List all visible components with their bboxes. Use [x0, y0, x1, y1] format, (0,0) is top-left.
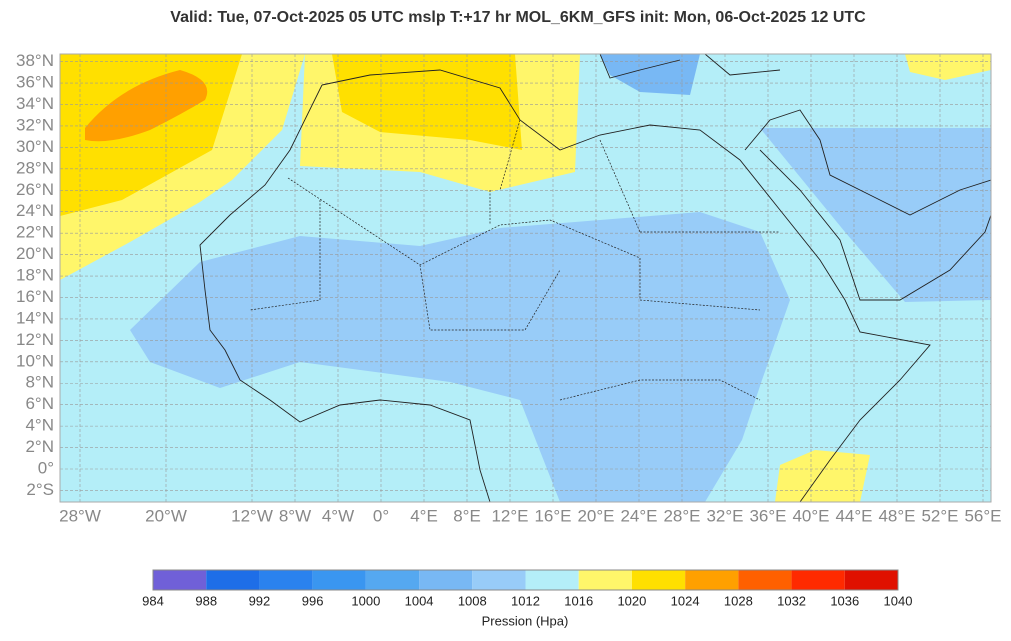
colorbar-bin [844, 570, 898, 590]
colorbar-tick-label: 1008 [458, 593, 487, 608]
lat-tick-label: 24°N [16, 201, 54, 220]
lon-tick-label: 4°E [410, 506, 438, 525]
colorbar-tick-label: 1032 [777, 593, 806, 608]
lat-tick-label: 2°S [26, 480, 54, 499]
colorbar-bin [578, 570, 632, 590]
colorbar-bin [525, 570, 579, 590]
field-1028 [85, 70, 208, 142]
map-frame [59, 53, 992, 503]
lat-tick-label: 18°N [16, 266, 54, 285]
lat-tick-label: 0° [38, 458, 54, 477]
field-1008 [760, 128, 991, 302]
lon-tick-label: 36°E [749, 506, 786, 525]
colorbar-bin [259, 570, 313, 590]
lat-tick-label: 6°N [25, 394, 54, 413]
colorbar-bin [365, 570, 420, 590]
colorbar-tick-label: 1020 [617, 593, 646, 608]
lat-tick-label: 4°N [25, 416, 54, 435]
lon-tick-label: 20°E [577, 506, 614, 525]
lat-tick-label: 30°N [16, 137, 54, 156]
colorbar-bin [631, 570, 686, 590]
lon-tick-label: 24°E [620, 506, 657, 525]
lon-tick-label: 4°W [322, 506, 354, 525]
pressure-field [60, 54, 991, 502]
lat-tick-label: 16°N [16, 287, 54, 306]
lon-tick-label: 40°E [792, 506, 829, 525]
lat-tick-label: 28°N [16, 158, 54, 177]
lat-tick-label: 2°N [25, 437, 54, 456]
lat-tick-label: 22°N [16, 223, 54, 242]
lat-tick-label: 14°N [16, 308, 54, 327]
lat-tick-label: 8°N [25, 373, 54, 392]
colorbar-bin [472, 570, 526, 590]
colorbar-tick-label: 996 [302, 593, 324, 608]
colorbar-bin [419, 570, 473, 590]
lon-tick-label: 8°E [453, 506, 481, 525]
lon-tick-label: 0° [373, 506, 389, 525]
colorbar: 984 988 992 996 1000 1004 1008 1012 1016 1020 1024… [142, 569, 913, 608]
colorbar-tick-label: 984 [142, 593, 164, 608]
lon-tick-label: 20°W [145, 506, 187, 525]
lat-tick-label: 38°N [16, 51, 54, 70]
colorbar-tick-label: 1036 [830, 593, 859, 608]
lon-tick-label: 16°E [534, 506, 571, 525]
lon-tick-label: 52°E [921, 506, 958, 525]
coastline [744, 109, 991, 301]
graticule: 38°N 36°N 34°N 32°N 30°N 28°N 26°N 24°N 22°N 20°N… [16, 51, 1002, 525]
colorbar-frame [152, 569, 899, 591]
colorbar-tick-label: 1040 [884, 593, 913, 608]
colorbar-bin [685, 570, 739, 590]
colorbar-tick-label: 1004 [405, 593, 434, 608]
colorbar-bin [153, 570, 207, 590]
lon-tick-label: 12°W [231, 506, 273, 525]
colorbar-bin [206, 570, 260, 590]
colorbar-tick-label: 1000 [351, 593, 380, 608]
coastline [199, 84, 491, 502]
lon-tick-label: 32°E [706, 506, 743, 525]
lat-tick-label: 32°N [16, 115, 54, 134]
colorbar-bin [738, 570, 792, 590]
lon-tick-label: 28°W [59, 506, 101, 525]
colorbar-tick-label: 1028 [724, 593, 753, 608]
field-1004 [600, 54, 700, 95]
lon-tick-label: 12°E [491, 506, 528, 525]
lat-tick-label: 26°N [16, 180, 54, 199]
colorbar-label: Pression (Hpa) [482, 613, 569, 628]
lon-tick-label: 56°E [964, 506, 1001, 525]
lat-tick-label: 34°N [16, 94, 54, 113]
colorbar-bin [791, 570, 845, 590]
lat-tick-label: 20°N [16, 244, 54, 263]
lon-tick-label: 8°W [279, 506, 311, 525]
lat-tick-label: 12°N [16, 330, 54, 349]
lat-tick-label: 10°N [16, 351, 54, 370]
outlines [199, 54, 991, 502]
border [249, 119, 780, 401]
title: Valid: Tue, 07-Oct-2025 05 UTC mslp T:+1… [170, 9, 866, 26]
lat-tick-label: 36°N [16, 73, 54, 92]
colorbar-tick-label: 1024 [671, 593, 700, 608]
colorbar-tick-label: 992 [249, 593, 271, 608]
field-1020 [905, 54, 991, 80]
colorbar-tick-label: 1012 [511, 593, 540, 608]
coastline [599, 54, 781, 79]
colorbar-tick-label: 1016 [564, 593, 593, 608]
field-1020 [775, 450, 870, 502]
lon-tick-label: 28°E [663, 506, 700, 525]
lon-tick-label: 48°E [878, 506, 915, 525]
lon-tick-label: 44°E [835, 506, 872, 525]
colorbar-tick-label: 988 [195, 593, 217, 608]
colorbar-bin [312, 570, 366, 590]
coastline [321, 69, 931, 502]
field-1024 [332, 54, 522, 150]
